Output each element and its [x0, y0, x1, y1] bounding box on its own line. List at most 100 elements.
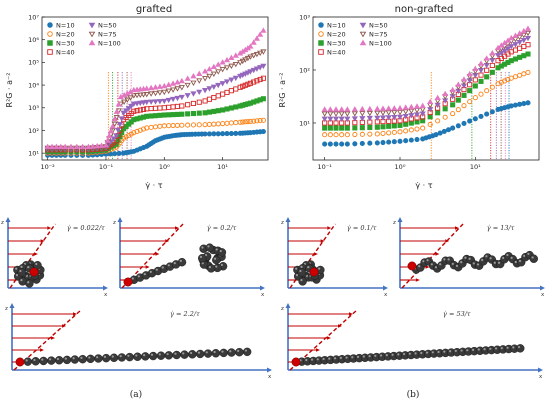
- data-point: [427, 114, 433, 120]
- monomer-bead: [188, 350, 197, 359]
- z-axis-letter: z: [393, 220, 396, 226]
- data-point: [206, 73, 213, 80]
- bead-highlight: [131, 277, 134, 280]
- bead-highlight: [300, 265, 303, 269]
- data-point: [408, 120, 414, 126]
- data-point: [240, 83, 246, 89]
- data-point: [224, 131, 230, 137]
- data-point: [152, 84, 159, 90]
- data-point: [449, 86, 456, 93]
- data-point: [125, 106, 132, 112]
- data-point: [161, 89, 168, 96]
- data-point: [508, 44, 515, 50]
- data-point: [85, 143, 92, 149]
- data-point: [44, 143, 51, 149]
- grafted-end-bead: [309, 267, 319, 277]
- bead-highlight: [96, 356, 99, 359]
- data-point: [380, 124, 386, 130]
- data-point: [524, 25, 532, 31]
- legend-label: N=30: [56, 39, 75, 47]
- bead-highlight: [111, 355, 114, 358]
- data-point: [166, 112, 172, 118]
- bead-highlight: [322, 357, 325, 361]
- data-point: [242, 119, 248, 125]
- data-point: [89, 143, 96, 149]
- bead-highlight: [174, 352, 177, 355]
- data-point: [228, 88, 234, 94]
- data-point: [374, 115, 381, 122]
- data-point: [483, 55, 490, 61]
- monomer-bead: [205, 243, 214, 252]
- grafted-plot: grafted 10⁻² 10⁻¹ 10⁰ 10¹ 10¹ 10² 10³ 10⁴ 10⁵ 10⁶…: [5, 4, 269, 190]
- data-point: [367, 131, 373, 137]
- data-point: [174, 95, 181, 102]
- data-point: [442, 106, 448, 112]
- data-point: [170, 122, 176, 129]
- data-point: [338, 106, 345, 112]
- data-point: [379, 115, 387, 121]
- data-point: [174, 103, 181, 109]
- data-point: [228, 120, 234, 126]
- data-point: [260, 49, 267, 55]
- data-point: [351, 116, 358, 122]
- y-tick-label: 10⁶: [28, 36, 39, 44]
- data-point: [489, 50, 496, 56]
- shear-rate-label: γ̇ = 53/τ: [443, 310, 471, 318]
- arrowhead: [455, 226, 459, 230]
- data-point: [525, 69, 531, 75]
- bead-highlight: [502, 256, 505, 260]
- bead-highlight: [88, 356, 91, 359]
- data-point: [344, 106, 351, 112]
- x-tick-label: 10¹: [470, 163, 481, 171]
- grafted-end-bead: [291, 357, 301, 367]
- bead-highlight: [345, 356, 348, 359]
- bead-highlight: [244, 349, 248, 352]
- plot-frame: [312, 16, 540, 161]
- monomer-bead: [156, 351, 166, 360]
- legend-label: N=100: [98, 39, 121, 47]
- snapshot-panel: z x γ̇ = 2.2/τ: [5, 303, 272, 380]
- data-point: [140, 126, 147, 132]
- data-point: [190, 122, 197, 128]
- data-point: [367, 124, 373, 131]
- data-point: [102, 142, 110, 148]
- data-point: [450, 125, 456, 131]
- data-point: [455, 81, 462, 87]
- data-point: [359, 140, 365, 147]
- x-axis-label: γ̇ · τ: [145, 181, 162, 190]
- data-point: [414, 136, 420, 143]
- data-point: [380, 130, 386, 136]
- bead-highlight: [464, 256, 467, 259]
- bead-highlight: [150, 353, 154, 356]
- monomer-bead: [62, 355, 72, 365]
- bead-highlight: [460, 261, 463, 264]
- monomer-bead: [198, 254, 207, 263]
- data-point: [247, 69, 254, 75]
- arrowhead: [40, 348, 44, 352]
- data-point: [148, 99, 155, 105]
- data-point: [237, 84, 243, 90]
- z-axis-letter: z: [281, 306, 284, 312]
- data-point: [489, 84, 495, 90]
- data-point: [260, 96, 266, 102]
- data-point: [379, 110, 387, 116]
- y-tick-label: 10²: [28, 127, 39, 135]
- data-point: [408, 108, 415, 115]
- bead-highlight: [299, 269, 302, 273]
- bead-highlight: [385, 354, 388, 357]
- data-point: [516, 40, 523, 46]
- bead-highlight: [143, 354, 146, 357]
- bead-highlight: [127, 354, 130, 357]
- data-point: [512, 74, 519, 80]
- data-point: [228, 105, 234, 111]
- polymer-chain: [15, 347, 252, 367]
- bead-highlight: [208, 265, 212, 269]
- monomer-bead: [211, 349, 221, 358]
- data-point: [461, 120, 467, 126]
- legend-marker: [88, 39, 96, 46]
- data-point: [344, 116, 351, 122]
- data-point: [322, 125, 328, 131]
- data-point: [201, 76, 209, 82]
- bead-highlight: [431, 351, 434, 354]
- bead-highlight: [425, 351, 429, 354]
